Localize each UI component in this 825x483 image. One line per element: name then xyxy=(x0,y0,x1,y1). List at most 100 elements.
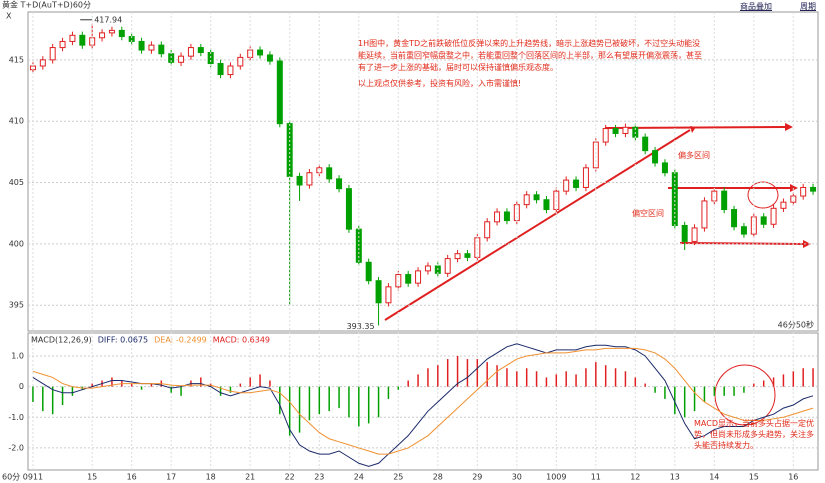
x-tick-label: 0911 xyxy=(23,473,43,482)
candle-body xyxy=(108,29,115,34)
candle-body xyxy=(701,200,708,229)
candle-body xyxy=(99,32,106,39)
legend-entry: DEA: -0.2499 xyxy=(154,336,207,345)
candle-body xyxy=(464,253,471,258)
close-button[interactable]: X xyxy=(6,12,12,21)
candle-body xyxy=(652,150,659,164)
candle-body xyxy=(454,253,461,260)
candle-body xyxy=(217,63,224,76)
macd-panel xyxy=(27,332,819,471)
legend-entry: DIFF: 0.0675 xyxy=(98,336,148,345)
candle-body xyxy=(810,186,817,192)
candle-body xyxy=(592,141,599,169)
low-label: 393.35 xyxy=(347,322,375,331)
candle-body xyxy=(326,167,333,180)
x-tick-label: 22 xyxy=(285,473,295,482)
trend-line xyxy=(384,129,691,321)
x-tick-label: 29 xyxy=(472,473,482,482)
toolbar-button[interactable]: 商品叠加 xyxy=(740,2,772,11)
arrow-head xyxy=(690,126,696,133)
x-tick-label: 13 xyxy=(670,473,680,482)
x-tick-label: 28 xyxy=(433,473,443,482)
chart-title: 黄金 T+D(AuT+D)60分 xyxy=(2,0,91,10)
candle-body xyxy=(770,207,777,225)
candle-body xyxy=(415,270,422,284)
y-tick-label: 1.0 xyxy=(11,351,24,360)
zone-label: 偏空区间 xyxy=(632,209,664,218)
x-tick-label: 14 xyxy=(709,473,719,482)
x-tick-label: 16 xyxy=(127,473,137,482)
candle-body xyxy=(731,209,738,228)
candle-body xyxy=(691,227,698,242)
candle-body xyxy=(523,194,530,206)
candle-body xyxy=(158,44,165,55)
annotation-text: 以上观点仅供参考，投资有风险，入市需谨慎! xyxy=(358,79,522,88)
y-tick-label: 405 xyxy=(9,178,24,187)
candle-body xyxy=(276,60,283,125)
candle-body xyxy=(257,49,264,56)
y-tick-label: -1.0 xyxy=(8,413,24,422)
candle-body xyxy=(39,59,46,67)
candle-body xyxy=(49,47,56,61)
x-tick-label: 12 xyxy=(630,473,640,482)
candle-body xyxy=(59,40,66,49)
candle-body xyxy=(780,201,787,209)
candle-body xyxy=(602,128,609,143)
candle-body xyxy=(760,216,767,225)
y-tick-label: 400 xyxy=(9,239,24,248)
candle-body xyxy=(296,175,303,186)
candle-body xyxy=(405,274,412,284)
candle-body xyxy=(681,224,688,242)
candle-body xyxy=(375,280,382,304)
candle-body xyxy=(69,34,76,42)
x-tick-label: 21 xyxy=(245,473,255,482)
x-tick-label: 15 xyxy=(749,473,759,482)
arrow-head xyxy=(790,184,798,192)
y-tick-label: -2.0 xyxy=(8,443,24,452)
toolbar-button[interactable]: 周期 xyxy=(800,2,816,11)
candle-body xyxy=(444,258,451,274)
macd-line xyxy=(32,343,814,467)
macd-line xyxy=(32,347,814,455)
x-tick-label: 15 xyxy=(87,473,97,482)
candle-body xyxy=(622,126,629,134)
price-panel xyxy=(27,11,819,332)
countdown: 46分50秒 xyxy=(778,320,814,330)
annotation-text: 1H图中，黄金TD之前跌破低位反弹以来的上升趋势线，暗示上涨趋势已被破坏，不过空… xyxy=(358,39,702,72)
candle-body xyxy=(365,261,372,282)
candle-body xyxy=(187,47,194,57)
arrow-head xyxy=(803,240,811,248)
candle-body xyxy=(227,65,234,76)
legend-entry: MACD(12,26,9) xyxy=(31,336,92,345)
x-tick-label: 16 xyxy=(788,473,798,482)
candle-body xyxy=(266,54,273,62)
candle-body xyxy=(612,128,619,134)
candle-body xyxy=(306,172,313,186)
candle-body xyxy=(582,167,589,188)
candle-body xyxy=(138,40,145,51)
candle-body xyxy=(345,188,352,230)
candle-body xyxy=(336,178,343,190)
candle-body xyxy=(661,162,668,174)
annotation-text: MACD显示，当前多头占据一定优势，但尚未形成多头趋势，关注多头能否持续发力。 xyxy=(694,419,814,450)
period-label: 60分 xyxy=(2,473,20,482)
y-tick-label: 395 xyxy=(9,301,24,310)
candle-body xyxy=(494,211,501,223)
x-tick-label: 24 xyxy=(354,473,364,482)
highlight-circle xyxy=(747,181,779,209)
high-label: 417.94 xyxy=(94,15,122,24)
x-tick-label: 30 xyxy=(512,473,522,482)
candle-body xyxy=(533,194,540,201)
candle-body xyxy=(800,186,807,197)
x-tick-label: 11 xyxy=(591,473,601,482)
x-tick-label: 18 xyxy=(206,473,216,482)
y-tick-label: 0 xyxy=(19,382,24,391)
x-tick-label: 17 xyxy=(166,473,176,482)
candle-body xyxy=(503,211,510,222)
candle-body xyxy=(178,55,185,63)
arrow-head xyxy=(785,123,793,131)
candle-body xyxy=(79,34,86,46)
candle-body xyxy=(642,136,649,152)
